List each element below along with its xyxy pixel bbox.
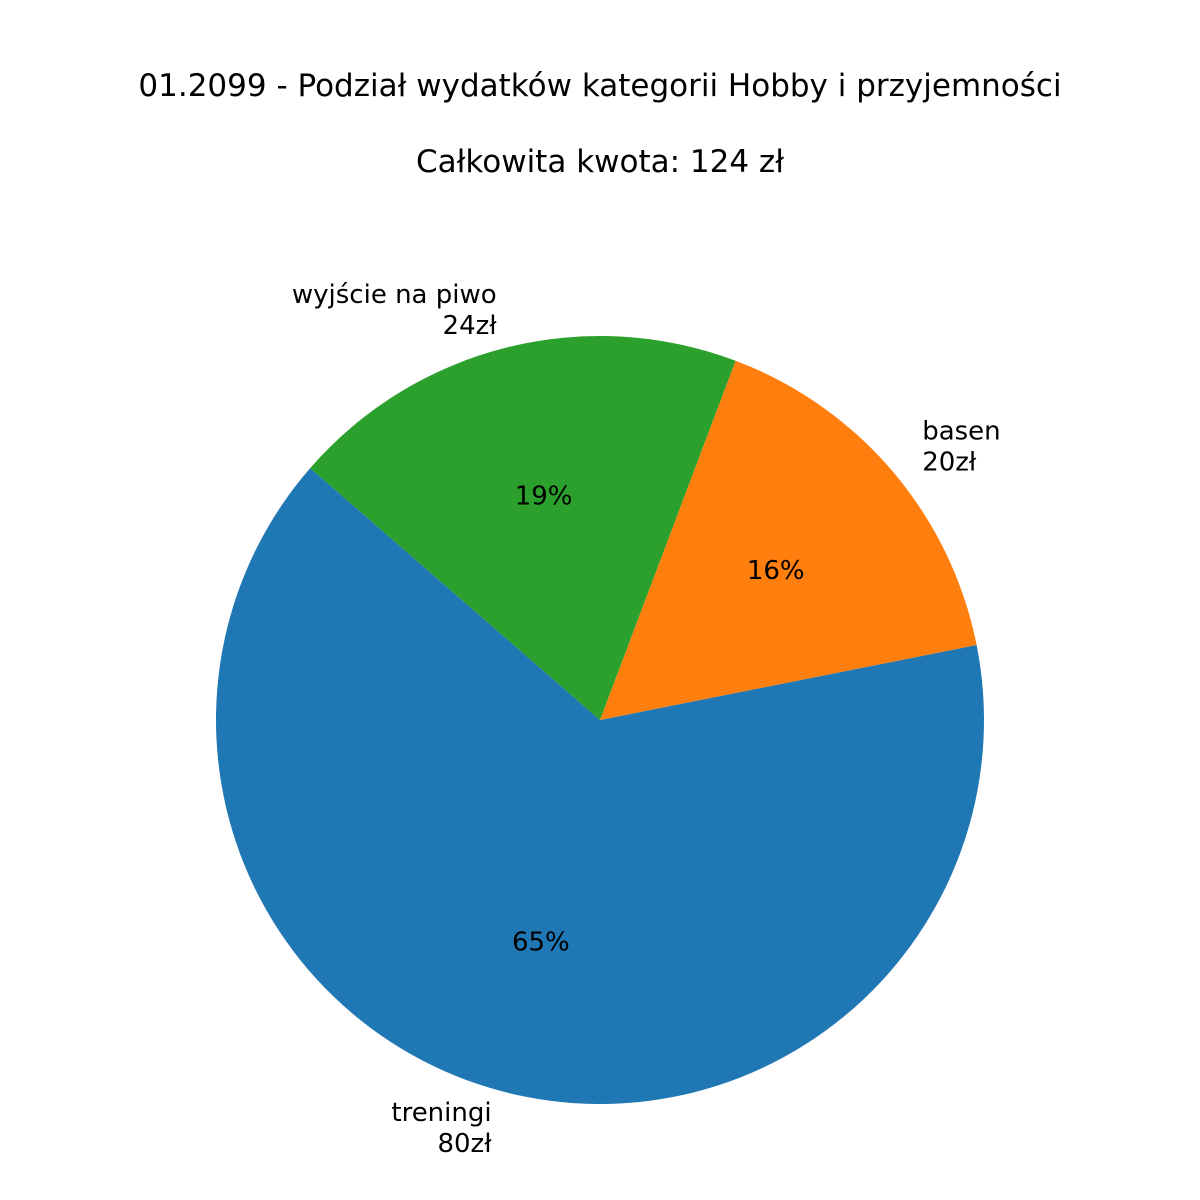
- slice-name-label: treningi: [391, 1098, 491, 1128]
- pie-slice-2: [600, 360, 977, 720]
- chart-subtitle: Całkowita kwota: 124 zł: [416, 144, 784, 180]
- pie-slice-3: [310, 335, 736, 720]
- slice-amount-label: 24zł: [443, 311, 498, 341]
- slice-name-label: basen: [922, 416, 1000, 446]
- slice-amount-label: 20zł: [922, 447, 977, 477]
- slice-name-label: wyjście na piwo: [292, 280, 497, 310]
- chart-title: 01.2099 - Podział wydatków kategorii Hob…: [138, 68, 1061, 104]
- percent-label: 19%: [515, 482, 573, 512]
- percent-labels: 65% 16% 19%: [512, 482, 805, 958]
- percent-label: 65%: [512, 928, 570, 958]
- pie-slices: [216, 335, 985, 1104]
- pie-slice-1: [216, 468, 985, 1104]
- slice-amount-label: 80zł: [437, 1129, 492, 1159]
- percent-label: 16%: [747, 556, 805, 586]
